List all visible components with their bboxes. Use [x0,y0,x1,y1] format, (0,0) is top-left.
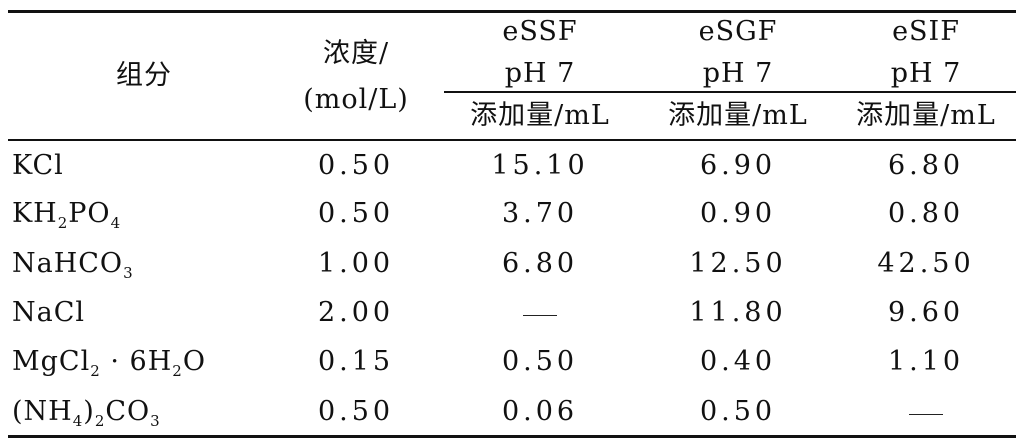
header-group-sub-esgf: 添加量/mL [668,100,808,131]
cell-esif: 9.60 [887,297,965,328]
cell-esif [909,400,943,427]
cell-essf: 15.10 [491,150,589,181]
header-group-ph-essf: pH 7 [504,58,576,89]
cell-esgf: 0.40 [699,346,777,377]
cell-component: MgCl2 · 6H2O [12,346,206,379]
cell-esif: 6.80 [887,150,965,181]
cell-component: NaHCO3 [12,248,134,281]
top-rule [8,10,1016,13]
header-group-ph-esgf: pH 7 [702,58,774,89]
cell-concentration: 0.50 [317,396,395,427]
component-text: O [182,346,206,377]
component-subscript: 3 [150,412,161,430]
component-text: MgCl [12,346,91,377]
bottom-rule [8,435,1016,438]
component-subscript: 4 [72,412,84,430]
empty-dash [909,413,943,416]
cell-esgf: 0.90 [699,198,777,229]
header-group-name-essf: eSSF [502,16,578,47]
header-rule [8,139,1016,141]
component-text: PO [68,198,111,229]
cell-component: NaCl [12,299,85,326]
cell-concentration: 0.50 [317,150,395,181]
component-text: KCl [12,150,64,181]
component-text: (NH [12,396,73,427]
header-component: 组分 [116,60,172,91]
header-group-name-esgf: eSGF [698,16,778,47]
component-text: · 6H [100,346,173,377]
cell-esif: 0.80 [887,198,965,229]
cell-esgf: 0.50 [699,396,777,427]
cell-component: KH2PO4 [12,198,121,231]
cell-essf [523,301,557,328]
header-group-sub-esif: 添加量/mL [856,100,996,131]
component-text: NaCl [12,297,86,328]
component-text: NaHCO [12,248,124,279]
component-subscript: 3 [123,264,134,282]
cell-esif: 1.10 [887,346,965,377]
cell-esif: 42.50 [877,248,975,279]
cell-esgf: 12.50 [689,248,787,279]
cell-esgf: 6.90 [699,150,777,181]
group-subrule [444,91,1016,93]
cell-essf: 0.50 [501,346,579,377]
header-group-sub-essf: 添加量/mL [470,100,610,131]
cell-concentration: 0.50 [317,198,395,229]
component-subscript: 4 [110,214,122,232]
cell-essf: 3.70 [501,198,579,229]
component-subscript: 2 [172,362,183,380]
component-subscript: 2 [57,214,69,232]
header-concentration-line1: 浓度/ [322,38,390,69]
header-group-ph-esif: pH 7 [890,58,962,89]
cell-esgf: 11.80 [689,297,787,328]
cell-concentration: 0.15 [317,346,395,377]
cell-component: KCl [12,152,64,179]
component-subscript: 2 [94,412,106,430]
cell-concentration: 1.00 [317,248,395,279]
cell-component: (NH4)2CO3 [12,396,161,429]
component-subscript: 2 [90,362,101,380]
header-concentration-line2: (mol/L) [303,84,409,115]
cell-essf: 0.06 [501,396,579,427]
cell-concentration: 2.00 [317,297,395,328]
header-group-name-esif: eSIF [892,16,960,47]
component-text: CO [105,396,151,427]
cell-essf: 6.80 [501,248,579,279]
empty-dash [523,314,557,317]
component-text: ) [83,396,95,427]
component-text: KH [12,198,58,229]
